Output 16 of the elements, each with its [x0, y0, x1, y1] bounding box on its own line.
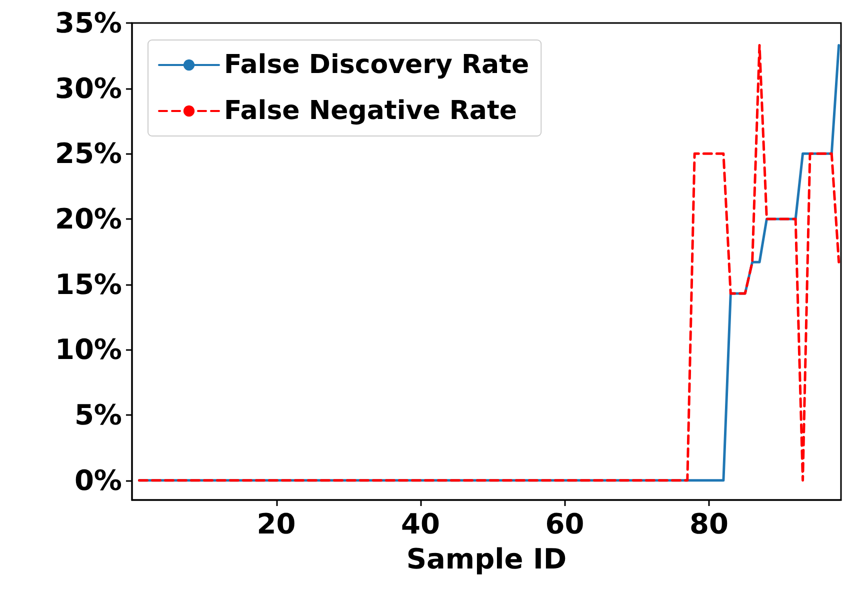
y-tick-label: 5% [74, 398, 122, 432]
y-tick-label: 0% [74, 464, 122, 497]
y-tick-label: 10% [54, 333, 122, 366]
x-tick-label: 40 [401, 508, 440, 540]
x-tick-label: 80 [690, 508, 728, 540]
y-tick-label: 20% [54, 202, 122, 236]
y-tick-label: 15% [54, 268, 122, 301]
x-axis-title: Sample ID [406, 542, 567, 576]
y-tick-label: 30% [54, 72, 122, 105]
x-tick-label: 60 [545, 508, 584, 540]
line-series [138, 44, 840, 482]
y-tick-label: 35% [54, 6, 122, 40]
y-tick-label: 25% [54, 137, 122, 170]
legend-label: False Discovery Rate [224, 50, 530, 80]
legend-label: False Negative Rate [224, 96, 518, 126]
x-tick-label: 20 [256, 508, 296, 540]
